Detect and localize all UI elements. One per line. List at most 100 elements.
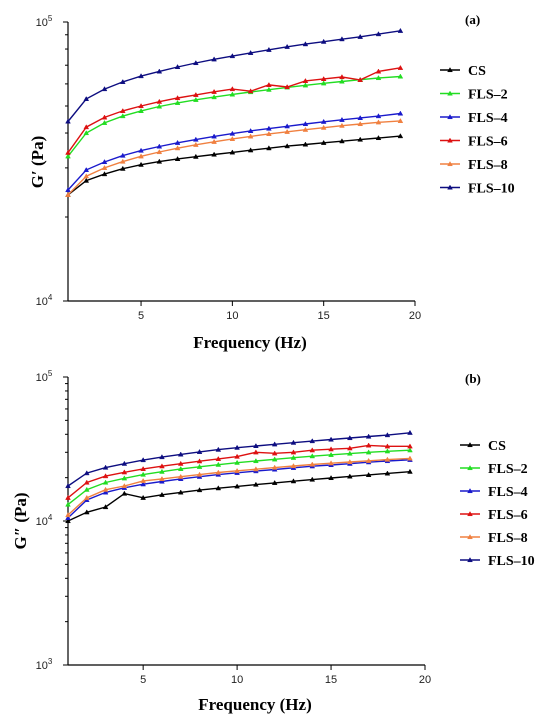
data-point-fls-10 [234, 444, 240, 450]
data-point-fls-6 [234, 453, 240, 459]
data-point-fls-6 [266, 82, 272, 87]
data-point-fls-2 [384, 448, 391, 454]
series-cs [65, 133, 404, 197]
legend-marker [447, 184, 453, 190]
data-point-fls-2 [156, 103, 163, 109]
data-point-fls-4 [339, 116, 345, 122]
data-point-fls-2 [320, 80, 327, 86]
data-point-fls-2 [347, 450, 353, 456]
data-point-fls-2 [83, 130, 90, 136]
data-point-fls-2 [290, 454, 297, 460]
data-point-fls-6 [365, 442, 372, 448]
panel-a-x-ticks: 5 10 15 20 [138, 301, 421, 322]
data-point-fls-6 [302, 77, 309, 83]
legend-label: FLS–10 [488, 554, 535, 569]
data-point-fls-2 [193, 96, 199, 102]
legend-item-fls-4: FLS–4 [440, 111, 508, 126]
data-point-fls-4 [357, 115, 364, 120]
data-point-cs [193, 153, 199, 159]
data-point-fls-8 [266, 131, 272, 136]
data-point-fls-10 [177, 451, 184, 457]
legend-label: FLS–4 [468, 111, 508, 126]
data-point-fls-10 [140, 457, 146, 463]
legend-marker [447, 90, 453, 96]
data-point-cs [247, 147, 254, 153]
data-point-cs [290, 478, 297, 484]
data-point-fls-10 [266, 46, 272, 52]
data-point-cs [375, 135, 382, 141]
series-fls-6 [65, 442, 413, 500]
data-point-fls-6 [253, 449, 259, 455]
panel-b-x-axis-title: Frequency (Hz) [198, 695, 311, 714]
data-point-cs [365, 471, 372, 477]
data-point-cs [407, 468, 413, 474]
data-point-fls-8 [215, 469, 222, 475]
data-point-fls-6 [101, 114, 108, 120]
data-point-fls-6 [247, 88, 254, 94]
data-point-cs [119, 165, 126, 171]
data-point-fls-6 [339, 74, 345, 80]
legend-marker [467, 534, 473, 540]
data-point-fls-6 [83, 479, 90, 485]
series-fls-2 [65, 73, 404, 159]
data-point-fls-4 [266, 125, 272, 131]
data-point-fls-6 [229, 86, 236, 92]
data-point-fls-8 [229, 136, 236, 141]
data-point-fls-8 [83, 494, 90, 500]
data-point-fls-8 [121, 483, 128, 489]
data-point-fls-6 [138, 103, 144, 109]
data-point-cs [174, 156, 181, 161]
series-fls-6 [65, 64, 404, 155]
data-point-fls-6 [271, 450, 278, 456]
data-point-fls-2 [266, 86, 272, 92]
data-point-fls-10 [156, 68, 163, 74]
data-point-cs [320, 139, 327, 145]
data-point-fls-10 [247, 49, 254, 55]
x-tick-label: 5 [140, 674, 146, 686]
legend-item-fls-8: FLS–8 [460, 531, 528, 546]
data-point-fls-4 [174, 139, 181, 145]
data-point-fls-10 [320, 38, 327, 44]
data-point-cs [65, 518, 71, 524]
data-point-fls-4 [140, 481, 146, 487]
data-point-cs [101, 171, 108, 177]
legend-item-fls-4: FLS–4 [460, 485, 528, 500]
data-point-fls-10 [101, 86, 108, 92]
data-point-fls-10 [365, 433, 372, 439]
data-point-fls-6 [119, 108, 126, 113]
data-point-fls-8 [407, 455, 413, 461]
data-point-fls-6 [375, 68, 382, 74]
legend-item-fls-2: FLS–2 [440, 88, 508, 103]
series-fls-10 [65, 27, 404, 124]
series-fls-8 [65, 455, 413, 518]
legend-marker [467, 511, 473, 517]
x-tick-label: 10 [226, 310, 238, 322]
panel-b-y-ticks: 103 104 105 [36, 369, 68, 672]
legend-label: CS [468, 64, 486, 79]
x-tick-label: 5 [138, 310, 144, 322]
data-point-fls-2 [121, 475, 128, 481]
data-point-fls-8 [234, 467, 240, 473]
legend-marker [447, 161, 453, 167]
data-point-cs [121, 490, 128, 496]
data-point-fls-2 [83, 486, 90, 492]
data-point-cs [196, 487, 203, 493]
data-point-fls-10 [193, 60, 199, 66]
x-tick-label: 20 [409, 310, 421, 322]
data-point-fls-10 [302, 41, 309, 47]
legend-item-cs: CS [440, 64, 486, 79]
data-point-cs [357, 136, 364, 142]
legend-marker [467, 465, 473, 471]
legend-item-fls-6: FLS–6 [440, 135, 508, 150]
data-point-cs [271, 479, 278, 485]
series-fls-10 [65, 429, 413, 489]
data-point-fls-6 [328, 446, 334, 452]
data-point-fls-4 [102, 489, 109, 495]
data-point-fls-6 [347, 445, 353, 451]
data-point-fls-8 [397, 118, 404, 123]
series-line-fls-4 [67, 459, 411, 519]
data-point-fls-10 [229, 53, 236, 59]
legend-marker [447, 67, 453, 73]
data-point-fls-10 [65, 483, 71, 489]
